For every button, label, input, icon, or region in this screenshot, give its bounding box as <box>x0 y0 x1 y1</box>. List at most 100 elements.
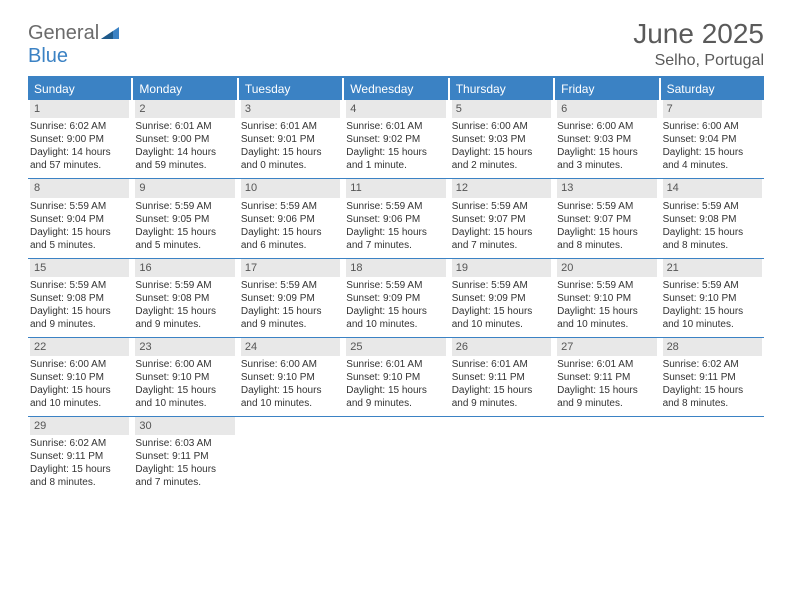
sunrise-line: Sunrise: 5:59 AM <box>557 279 656 292</box>
daylight-line: Daylight: 15 hours and 9 minutes. <box>135 305 234 331</box>
sunset-line: Sunset: 9:06 PM <box>346 213 445 226</box>
sunrise-line: Sunrise: 5:59 AM <box>663 200 762 213</box>
sunset-line: Sunset: 9:08 PM <box>663 213 762 226</box>
day-header: Monday <box>133 78 236 100</box>
calendar-cell: 5Sunrise: 6:00 AMSunset: 9:03 PMDaylight… <box>450 100 553 178</box>
calendar-cell: 24Sunrise: 6:00 AMSunset: 9:10 PMDayligh… <box>239 338 342 416</box>
calendar-cell: 3Sunrise: 6:01 AMSunset: 9:01 PMDaylight… <box>239 100 342 178</box>
sunrise-line: Sunrise: 6:01 AM <box>452 358 551 371</box>
logo-word2: Blue <box>28 45 68 67</box>
day-number: 4 <box>346 100 445 118</box>
sunset-line: Sunset: 9:00 PM <box>30 133 129 146</box>
sunset-line: Sunset: 9:10 PM <box>663 292 762 305</box>
calendar-grid: SundayMondayTuesdayWednesdayThursdayFrid… <box>28 76 764 495</box>
calendar-cell: 30Sunrise: 6:03 AMSunset: 9:11 PMDayligh… <box>133 417 236 495</box>
calendar-cell: 14 Sunrise: 5:59 AMSunset: 9:08 PMDayligh… <box>661 179 764 257</box>
day-header: Wednesday <box>344 78 447 100</box>
daylight-line: Daylight: 15 hours and 3 minutes. <box>557 146 656 172</box>
daylight-line: Daylight: 15 hours and 5 minutes. <box>135 226 234 252</box>
sunset-line: Sunset: 9:10 PM <box>557 292 656 305</box>
calendar-cell: 21 Sunrise: 5:59 AMSunset: 9:10 PMDayligh… <box>661 259 764 337</box>
day-number: 24 <box>241 338 340 356</box>
daylight-line: Daylight: 15 hours and 8 minutes. <box>663 384 762 410</box>
sunset-line: Sunset: 9:10 PM <box>241 371 340 384</box>
calendar-cell: 12 Sunrise: 5:59 AMSunset: 9:07 PMDayligh… <box>450 179 553 257</box>
daylight-line: Daylight: 15 hours and 7 minutes. <box>452 226 551 252</box>
day-number: 21 <box>663 259 762 277</box>
day-header: Sunday <box>28 78 131 100</box>
sunrise-line: Sunrise: 6:00 AM <box>557 120 656 133</box>
calendar-cell: 16Sunrise: 5:59 AMSunset: 9:08 PMDayligh… <box>133 259 236 337</box>
sunset-line: Sunset: 9:11 PM <box>557 371 656 384</box>
daylight-line: Daylight: 15 hours and 9 minutes. <box>452 384 551 410</box>
daylight-line: Daylight: 15 hours and 4 minutes. <box>663 146 762 172</box>
sunset-line: Sunset: 9:10 PM <box>346 371 445 384</box>
calendar-cell: 1Sunrise: 6:02 AMSunset: 9:00 PMDaylight… <box>28 100 131 178</box>
day-number: 28 <box>663 338 762 356</box>
day-number: 10 <box>241 179 340 197</box>
day-number: 22 <box>30 338 129 356</box>
sunset-line: Sunset: 9:09 PM <box>346 292 445 305</box>
sunset-line: Sunset: 9:04 PM <box>30 213 129 226</box>
calendar-cell: 18Sunrise: 5:59 AMSunset: 9:09 PMDayligh… <box>344 259 447 337</box>
day-number: 14 <box>663 179 762 197</box>
calendar-cell: 6Sunrise: 6:00 AMSunset: 9:03 PMDaylight… <box>555 100 658 178</box>
day-number: 19 <box>452 259 551 277</box>
sunset-line: Sunset: 9:07 PM <box>557 213 656 226</box>
daylight-line: Daylight: 14 hours and 59 minutes. <box>135 146 234 172</box>
daylight-line: Daylight: 15 hours and 10 minutes. <box>346 305 445 331</box>
sunset-line: Sunset: 9:11 PM <box>452 371 551 384</box>
day-number: 12 <box>452 179 551 197</box>
day-number: 29 <box>30 417 129 435</box>
sunset-line: Sunset: 9:11 PM <box>30 450 129 463</box>
daylight-line: Daylight: 15 hours and 5 minutes. <box>30 226 129 252</box>
daylight-line: Daylight: 15 hours and 8 minutes. <box>663 226 762 252</box>
calendar-cell: 7Sunrise: 6:00 AMSunset: 9:04 PMDaylight… <box>661 100 764 178</box>
calendar-cell: 23Sunrise: 6:00 AMSunset: 9:10 PMDayligh… <box>133 338 236 416</box>
sunrise-line: Sunrise: 6:00 AM <box>30 358 129 371</box>
daylight-line: Daylight: 15 hours and 10 minutes. <box>663 305 762 331</box>
sunrise-line: Sunrise: 6:00 AM <box>241 358 340 371</box>
day-number: 5 <box>452 100 551 118</box>
sunset-line: Sunset: 9:10 PM <box>135 371 234 384</box>
daylight-line: Daylight: 15 hours and 10 minutes. <box>557 305 656 331</box>
sunrise-line: Sunrise: 5:59 AM <box>135 200 234 213</box>
sunset-line: Sunset: 9:09 PM <box>241 292 340 305</box>
day-number: 16 <box>135 259 234 277</box>
sunrise-line: Sunrise: 6:01 AM <box>135 120 234 133</box>
day-number: 9 <box>135 179 234 197</box>
day-header: Tuesday <box>239 78 342 100</box>
calendar-cell: 27Sunrise: 6:01 AMSunset: 9:11 PMDayligh… <box>555 338 658 416</box>
day-number: 13 <box>557 179 656 197</box>
sunset-line: Sunset: 9:03 PM <box>452 133 551 146</box>
logo: General Blue <box>28 18 119 68</box>
sunrise-line: Sunrise: 6:02 AM <box>663 358 762 371</box>
calendar-cell: 20Sunrise: 5:59 AMSunset: 9:10 PMDayligh… <box>555 259 658 337</box>
sunset-line: Sunset: 9:03 PM <box>557 133 656 146</box>
calendar-cell <box>555 417 658 495</box>
logo-mark-icon <box>101 25 119 44</box>
day-number: 8 <box>30 179 129 197</box>
calendar-cell: 29 Sunrise: 6:02 AMSunset: 9:11 PMDayligh… <box>28 417 131 495</box>
calendar-cell <box>450 417 553 495</box>
sunset-line: Sunset: 9:07 PM <box>452 213 551 226</box>
daylight-line: Daylight: 15 hours and 8 minutes. <box>30 463 129 489</box>
sunset-line: Sunset: 9:11 PM <box>663 371 762 384</box>
daylight-line: Daylight: 15 hours and 1 minute. <box>346 146 445 172</box>
sunrise-line: Sunrise: 6:02 AM <box>30 437 129 450</box>
calendar-page: General Blue June 2025 Selho, Portugal S… <box>0 0 792 612</box>
day-number: 17 <box>241 259 340 277</box>
sunrise-line: Sunrise: 5:59 AM <box>30 279 129 292</box>
calendar-cell: 13Sunrise: 5:59 AMSunset: 9:07 PMDayligh… <box>555 179 658 257</box>
daylight-line: Daylight: 15 hours and 2 minutes. <box>452 146 551 172</box>
day-number: 23 <box>135 338 234 356</box>
sunset-line: Sunset: 9:00 PM <box>135 133 234 146</box>
sunrise-line: Sunrise: 5:59 AM <box>135 279 234 292</box>
sunrise-line: Sunrise: 5:59 AM <box>663 279 762 292</box>
sunset-line: Sunset: 9:08 PM <box>30 292 129 305</box>
sunrise-line: Sunrise: 5:59 AM <box>452 200 551 213</box>
calendar-cell: 9Sunrise: 5:59 AMSunset: 9:05 PMDaylight… <box>133 179 236 257</box>
sunrise-line: Sunrise: 6:01 AM <box>241 120 340 133</box>
day-number: 30 <box>135 417 234 435</box>
day-number: 2 <box>135 100 234 118</box>
